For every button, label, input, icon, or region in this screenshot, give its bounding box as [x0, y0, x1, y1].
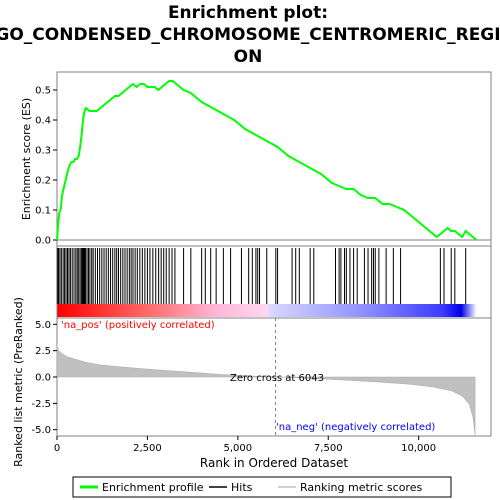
es-y-tick-label: 0.1 [35, 206, 51, 217]
es-y-tick-label: 0.0 [35, 236, 51, 247]
x-axis-title: Rank in Ordered Dataset [200, 456, 348, 470]
negative-correlation-label: 'na_neg' (negatively correlated) [276, 422, 435, 433]
metric-axis-title: Ranked list metric (PreRanked) [12, 297, 25, 467]
es-panel: 0.0 0.1 0.2 0.3 0.4 0.5 [35, 71, 492, 247]
x-tick-label: 2,500 [133, 443, 162, 454]
zero-cross-label: Zero cross at 6043 [230, 373, 324, 384]
es-axis-title: Enrichment score (ES) [20, 98, 33, 220]
title-line-2: GO_CONDENSED_CHROMOSOME_CENTROMERIC_REGI [0, 25, 500, 45]
metric-y-tick-label: 0.0 [35, 373, 51, 384]
legend-label-metric: Ranking metric scores [300, 481, 422, 494]
rank-color-band [57, 304, 477, 317]
legend-label-profile: Enrichment profile [102, 481, 204, 494]
x-tick-label: 5,000 [224, 443, 253, 454]
hits-panel [56, 245, 492, 319]
metric-y-tick-label: 2.5 [35, 346, 51, 357]
legend-box [72, 476, 452, 498]
es-y-tick-label: 0.4 [35, 116, 51, 127]
metric-y-tick-label: -5.0 [31, 425, 51, 436]
metric-y-tick-label: 5.0 [35, 320, 51, 331]
es-plot-frame [56, 71, 492, 247]
es-y-tick-label: 0.5 [35, 86, 51, 97]
metric-y-tick-label: -2.5 [31, 399, 51, 410]
x-tick-label: 0 [54, 443, 60, 454]
metric-panel: -5.0 -2.5 0.0 2.5 5.0 0 2,500 5,000 7,500 10,000 [31, 317, 492, 454]
title-line-3: ON [234, 47, 263, 67]
title-line-1: Enrichment plot: [168, 3, 328, 23]
legend: Enrichment profile Hits Ranking metric s… [72, 476, 452, 498]
ranking-metric-area [56, 345, 476, 435]
legend-label-hits: Hits [231, 481, 253, 494]
x-tick-label: 10,000 [401, 443, 436, 454]
es-y-tick-label: 0.3 [35, 146, 51, 157]
es-y-tick-label: 0.2 [35, 176, 51, 187]
enrichment-profile-line [56, 80, 478, 241]
positive-correlation-label: 'na_pos' (positively correlated) [61, 320, 215, 331]
x-tick-label: 7,500 [314, 443, 343, 454]
